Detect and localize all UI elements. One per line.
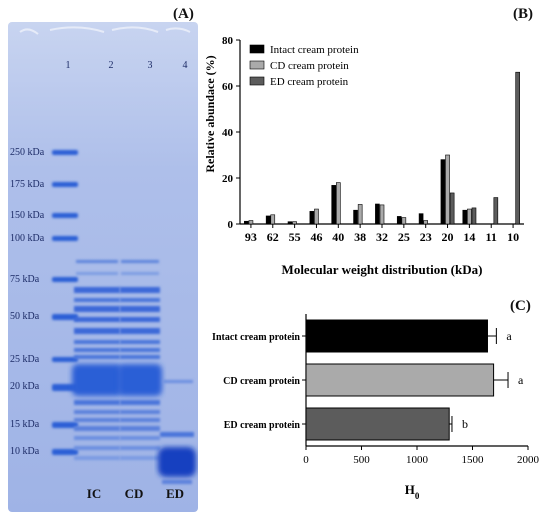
- marker-label-75: 75 kDa: [10, 274, 40, 285]
- chart-b-xtick-label: 10: [507, 230, 519, 244]
- chart-b-ytick-label: 40: [222, 127, 234, 139]
- chart-b-bar-cd: [270, 214, 276, 225]
- chart-c-category-label: CD cream protein: [223, 376, 300, 387]
- chart-b-bar-intact: [287, 221, 293, 225]
- chart-b-xtick-label: 38: [354, 230, 366, 244]
- lane-number-4: 4: [183, 60, 188, 71]
- marker-label-15: 15 kDa: [10, 419, 40, 430]
- chart-b-legend-label: Intact cream protein: [270, 44, 359, 56]
- lane-label-ic: IC: [87, 486, 101, 501]
- chart-c-xlabel-sub: 0: [415, 491, 420, 501]
- chart-c-xlabel-main: H: [405, 482, 415, 497]
- chart-b-bar-cd: [423, 220, 428, 225]
- chart-c-bar: [305, 319, 488, 353]
- chart-b-bar-cd: [467, 208, 472, 225]
- chart-b-legend-label: CD cream protein: [270, 60, 349, 72]
- panel-b-label: (B): [513, 6, 533, 22]
- lane-number-2: 2: [109, 60, 114, 71]
- chart-b-bar-intact: [353, 209, 358, 225]
- chart-b-xtick-label: 25: [398, 230, 410, 244]
- marker-label-100: 100 kDa: [10, 233, 45, 244]
- chart-b-bar-cd: [379, 204, 385, 225]
- chart-b-xtick-label: 20: [442, 230, 454, 244]
- panel-c-label: (C): [510, 298, 531, 314]
- chart-b-bar-ed: [493, 197, 499, 225]
- marker-label-175: 175 kDa: [10, 179, 45, 190]
- lane-number-1: 1: [66, 60, 71, 71]
- panel-a-label: (A): [173, 6, 194, 22]
- lane-number-3: 3: [148, 60, 153, 71]
- chart-b-bar-intact: [396, 216, 402, 225]
- chart-b-ylabel: Relative abundace (%): [203, 55, 217, 172]
- chart-b-bar-intact: [309, 211, 315, 225]
- marker-label-10: 10 kDa: [10, 446, 40, 457]
- chart-b-ytick-label: 80: [222, 35, 234, 47]
- chart-b-bar-cd: [401, 217, 407, 225]
- chart-c-xtick-label: 1500: [462, 454, 485, 466]
- chart-c-category-label: ED cream protein: [224, 420, 301, 431]
- chart-c-xtick-label: 500: [353, 454, 370, 466]
- marker-label-20: 20 kDa: [10, 381, 40, 392]
- chart-b-bar-ed: [471, 207, 477, 225]
- chart-b-bar-intact: [418, 213, 424, 225]
- chart-b-bar-cd: [314, 208, 319, 225]
- chart-b-xtick-label: 62: [267, 230, 279, 244]
- chart-c-significance-label: b: [462, 417, 468, 431]
- marker-label-50: 50 kDa: [10, 311, 40, 322]
- chart-b-bar-intact: [265, 215, 271, 225]
- chart-b-xtick-label: 32: [376, 230, 388, 244]
- chart-b-bar-intact: [462, 209, 468, 225]
- chart-b-ytick-label: 20: [222, 173, 234, 185]
- chart-b-bar-cd: [445, 154, 450, 225]
- chart-c-significance-label: a: [518, 373, 524, 387]
- chart-b-bar-intact: [440, 159, 446, 225]
- lane-cd: [118, 260, 162, 460]
- chart-b-ytick-label: 60: [222, 81, 234, 93]
- gel-wells: [19, 26, 191, 35]
- chart-c-bar: [305, 407, 450, 441]
- chart-b-legend-swatch: [249, 44, 265, 54]
- chart-b-bar-cd: [336, 182, 341, 225]
- chart-b-xtick-label: 11: [486, 230, 497, 244]
- lane-label-ed: ED: [166, 486, 184, 501]
- chart-b-xtick-label: 23: [420, 230, 432, 244]
- chart-b-bar-cd: [292, 221, 297, 225]
- chart-c-significance-label: a: [506, 329, 512, 343]
- chart-c-category-label: Intact cream protein: [212, 332, 300, 343]
- chart-b-xtick-label: 46: [310, 230, 322, 244]
- chart-c-xtick-label: 1000: [406, 454, 429, 466]
- lane-ic: [72, 260, 122, 460]
- chart-b-bar-ed: [515, 71, 520, 225]
- chart-c: 0 500 1000 1500 2000 Intact cream protein a CD …: [212, 314, 540, 501]
- chart-b: 0 20 40 60 80 93 62 55 46 40 38 32 25 23 20 14 11 10 Intac…: [203, 35, 524, 277]
- chart-b-xlabel: Molecular weight distribution (kDa): [282, 262, 483, 277]
- marker-label-150: 150 kDa: [10, 210, 45, 221]
- chart-b-legend-label: ED cream protein: [270, 76, 349, 88]
- lane-label-cd: CD: [125, 486, 144, 501]
- chart-b-xtick-label: 40: [332, 230, 344, 244]
- chart-c-xtick-label: 2000: [517, 454, 540, 466]
- chart-c-xlabel: H0: [405, 482, 420, 501]
- chart-b-bar-cd: [357, 204, 363, 225]
- chart-b-xtick-label: 55: [289, 230, 301, 244]
- marker-lane: [52, 150, 78, 455]
- chart-b-ytick-label: 0: [228, 219, 234, 231]
- marker-label-25: 25 kDa: [10, 354, 40, 365]
- chart-b-xtick-label: 14: [463, 230, 475, 244]
- chart-b-bar-intact: [331, 185, 337, 225]
- chart-b-xtick-label: 93: [245, 230, 257, 244]
- chart-b-bar-intact: [244, 220, 249, 225]
- chart-b-legend-swatch: [249, 76, 265, 86]
- chart-b-bar-ed: [449, 192, 455, 225]
- sds-page-gel: 1 2 3 4 250 kDa 175 kDa 150 kDa 100 kDa …: [8, 22, 198, 512]
- chart-c-xtick-label: 0: [303, 454, 309, 466]
- chart-b-bar-cd: [248, 220, 254, 225]
- chart-b-bar-intact: [375, 203, 380, 225]
- lane-ed: [158, 380, 196, 484]
- chart-c-bar: [305, 363, 495, 397]
- chart-b-legend-swatch: [249, 60, 265, 70]
- marker-label-250: 250 kDa: [10, 147, 45, 158]
